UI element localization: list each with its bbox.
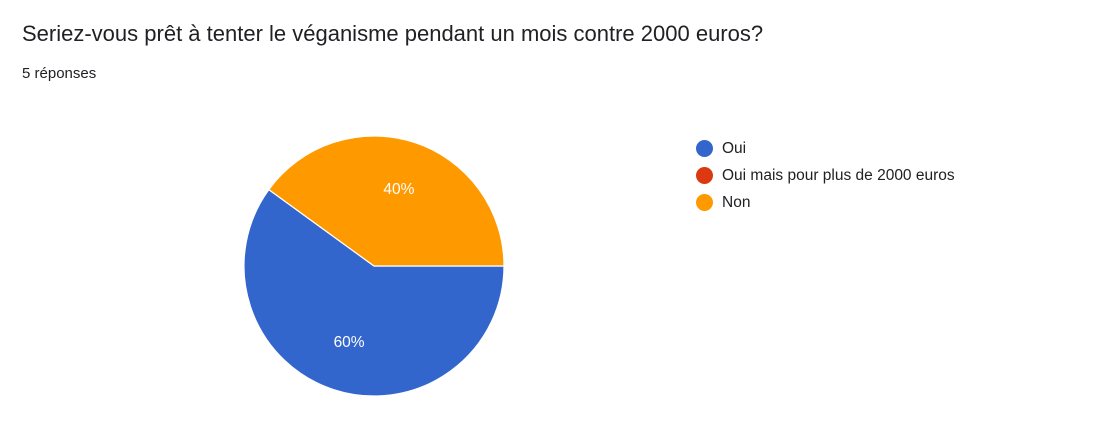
legend-label-non: Non — [722, 193, 751, 211]
pie-slice-oui[interactable] — [243, 188, 505, 397]
question-title: Seriez-vous prêt à tenter le véganisme p… — [22, 21, 764, 46]
legend-swatch-non — [696, 194, 713, 211]
pie-label-non: 40% — [383, 181, 414, 198]
legend-swatch-oui-mais — [696, 167, 713, 184]
response-count: 5 réponses — [22, 65, 97, 82]
legend-item-oui-mais[interactable]: Oui mais pour plus de 2000 euros — [696, 162, 955, 189]
legend-item-oui[interactable]: Oui — [696, 135, 955, 162]
pie-slice-non[interactable] — [267, 135, 505, 267]
legend-item-non[interactable]: Non — [696, 189, 955, 216]
chart-legend: Oui Oui mais pour plus de 2000 euros Non — [696, 135, 955, 216]
legend-swatch-oui — [696, 140, 713, 157]
legend-label-oui: Oui — [722, 139, 747, 157]
legend-label-oui-mais: Oui mais pour plus de 2000 euros — [722, 166, 955, 184]
pie-label-oui: 60% — [334, 334, 365, 351]
